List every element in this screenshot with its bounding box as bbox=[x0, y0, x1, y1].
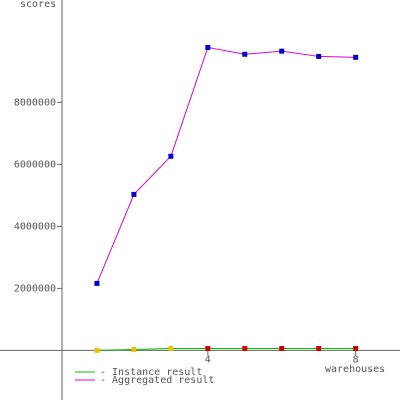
marker bbox=[94, 347, 100, 353]
series-line bbox=[96, 348, 356, 351]
x-tick-label: 8 bbox=[353, 354, 359, 365]
marker bbox=[131, 346, 137, 352]
marker bbox=[279, 48, 285, 54]
marker bbox=[168, 153, 174, 159]
marker bbox=[205, 346, 211, 352]
x-tick-label: 4 bbox=[205, 354, 211, 365]
marker bbox=[205, 44, 211, 50]
marker bbox=[242, 51, 248, 57]
legend-label: - Instance result bbox=[100, 367, 202, 378]
marker bbox=[316, 53, 322, 59]
marker bbox=[316, 346, 322, 352]
series-line bbox=[96, 46, 356, 284]
marker bbox=[131, 191, 137, 197]
marker bbox=[353, 54, 359, 60]
marker bbox=[279, 346, 285, 352]
y-tick-label: 2000000 bbox=[14, 283, 56, 294]
marker bbox=[168, 346, 174, 352]
y-tick-label: 8000000 bbox=[14, 97, 56, 108]
marker bbox=[242, 346, 248, 352]
y-axis-label: scores bbox=[20, 0, 56, 10]
marker bbox=[353, 346, 359, 352]
x-axis-label: warehouses bbox=[325, 364, 385, 375]
legend-label: - Aggregated result bbox=[100, 375, 214, 386]
y-tick-label: 6000000 bbox=[14, 159, 56, 170]
marker bbox=[94, 280, 100, 286]
y-tick-label: 4000000 bbox=[14, 221, 56, 232]
